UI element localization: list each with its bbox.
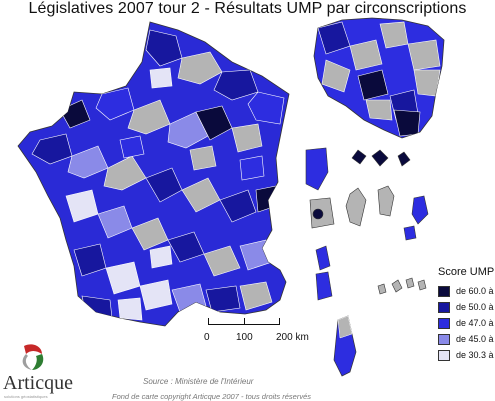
- scale-label-200: 200 km: [276, 332, 309, 343]
- legend-label: de 47.0 à: [456, 318, 494, 328]
- legend: Score UMP de 60.0 à de 50.0 à de 47.0 à …: [438, 266, 495, 363]
- legend-swatch: [438, 285, 450, 297]
- legend-label: de 45.0 à: [456, 334, 494, 344]
- scale-tick: [279, 318, 280, 325]
- legend-swatch: [438, 333, 450, 345]
- scale-label-0: 0: [204, 332, 210, 343]
- legend-item: de 30.3 à: [438, 347, 495, 363]
- legend-item: de 50.0 à: [438, 299, 495, 315]
- legend-label: de 60.0 à: [456, 286, 494, 296]
- legend-item: de 47.0 à: [438, 315, 495, 331]
- ile-de-france-inset: [313, 17, 445, 139]
- logo-tagline: solutions géostatistiques: [4, 394, 48, 399]
- logo-name: Articque: [3, 372, 73, 394]
- legend-swatch: [438, 301, 450, 313]
- map-title: Législatives 2007 tour 2 - Résultats UMP…: [28, 0, 467, 17]
- mainland-france: [17, 21, 290, 327]
- scale-bar: [208, 318, 280, 330]
- legend-title: Score UMP: [438, 266, 495, 278]
- scale-tick: [244, 318, 245, 325]
- legend-swatch: [438, 317, 450, 329]
- articque-logo-icon: [22, 344, 44, 370]
- scale-tick: [208, 318, 209, 325]
- legend-item: de 45.0 à: [438, 331, 495, 347]
- legend-item: de 60.0 à: [438, 283, 495, 299]
- corsica-north: [337, 315, 353, 339]
- copyright-note: Fond de carte copyright Articque 2007 - …: [112, 392, 311, 401]
- legend-label: de 50.0 à: [456, 302, 494, 312]
- source-note: Source : Ministère de l'Intérieur: [143, 377, 254, 386]
- legend-label: de 30.3 à: [456, 350, 494, 360]
- legend-swatch: [438, 349, 450, 361]
- scale-label-100: 100: [236, 332, 253, 343]
- overseas-territories: [305, 147, 429, 301]
